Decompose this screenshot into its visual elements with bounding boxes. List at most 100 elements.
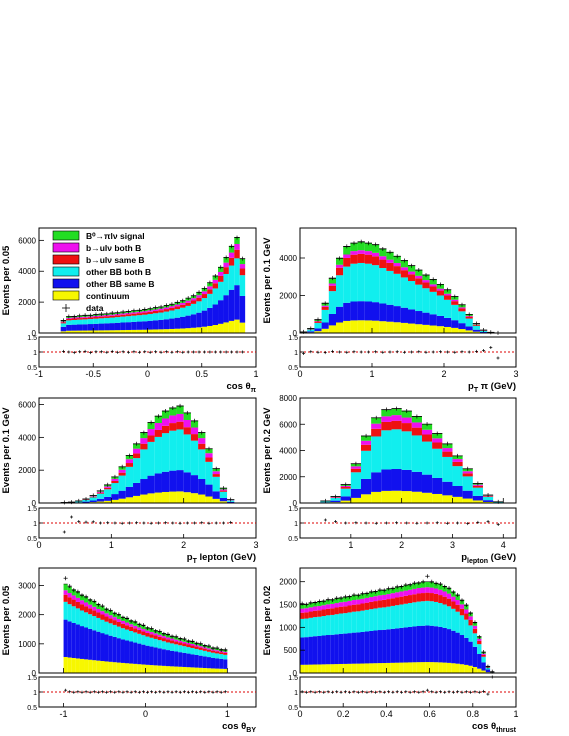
bar-2 [137, 627, 142, 630]
bar-3 [360, 603, 365, 611]
bar-3 [109, 315, 115, 318]
data-points [63, 576, 228, 652]
y-axis-label: Events per 0.1 GeV [1, 407, 12, 494]
bar-5 [482, 500, 494, 502]
bar-6 [459, 664, 465, 673]
bar-4 [360, 610, 365, 632]
bar-5 [452, 485, 463, 497]
bar-4 [178, 645, 183, 653]
bar-5 [111, 494, 119, 500]
y-tick-label: 6000 [18, 401, 36, 410]
bar-3 [395, 597, 400, 606]
bar-1 [408, 265, 416, 272]
bar-5 [79, 626, 85, 659]
bar-5 [210, 657, 216, 669]
bar-3 [350, 468, 361, 473]
bar-6 [67, 657, 72, 673]
bar-3 [104, 487, 112, 490]
bar-2 [108, 615, 113, 619]
bar-3 [198, 443, 206, 450]
bar-3 [442, 596, 447, 605]
y-tick-label: 3000 [18, 582, 36, 591]
bar-4 [411, 435, 422, 472]
bar-4 [350, 263, 358, 302]
bar-5 [343, 633, 348, 664]
bar-6 [391, 490, 402, 503]
bar-5 [425, 625, 430, 663]
legend-label: b→ulν both B [86, 243, 141, 253]
bar-5 [400, 307, 408, 323]
bar-4 [161, 641, 166, 650]
bar-4 [408, 603, 413, 627]
bar-4 [93, 318, 99, 324]
bar-4 [129, 631, 134, 642]
bar-6 [425, 662, 430, 673]
bar-5 [182, 652, 187, 667]
bar-6 [390, 662, 396, 673]
bar-3 [152, 310, 159, 314]
bar-4 [108, 623, 113, 636]
bar-3 [66, 318, 72, 321]
bar-2 [408, 589, 413, 596]
bar-6 [350, 320, 358, 333]
bar-4 [210, 652, 216, 658]
data-points [60, 403, 235, 505]
bar-5 [96, 631, 101, 661]
bar-3 [369, 601, 374, 610]
ratio-y-tick-label: 1.5 [288, 675, 298, 682]
bar-2 [442, 448, 453, 452]
bar-6 [451, 663, 456, 673]
bar-5 [176, 470, 184, 492]
bar-5 [480, 332, 488, 333]
bar-3 [304, 612, 309, 619]
bar-4 [109, 317, 115, 324]
bar-5 [330, 634, 335, 665]
bar-3 [472, 485, 483, 488]
bar-3 [390, 598, 396, 606]
ratio-panel: 0.5 1 1.5 1 2 3 4 [288, 506, 517, 550]
legend-label: other BB̅ same B [86, 279, 155, 289]
bar-5 [455, 632, 460, 664]
bar-5 [472, 646, 478, 667]
ratio-panel: 0.5 1 1.5 -1 0 1 [27, 675, 257, 719]
bar-2 [165, 637, 171, 640]
bar-2 [325, 604, 331, 609]
bar-4 [420, 601, 426, 626]
bar-6 [182, 666, 187, 673]
bar-6 [170, 666, 175, 673]
bar-2 [145, 630, 150, 633]
bar-6 [124, 663, 130, 673]
y-tick-label: 2000 [18, 298, 36, 307]
bar-6 [161, 665, 166, 673]
y-tick-label: 0 [293, 329, 298, 338]
bar-4 [96, 617, 101, 632]
bar-5 [308, 636, 313, 665]
bar-3 [452, 461, 463, 467]
bar-1 [234, 237, 240, 244]
bar-2 [421, 429, 433, 435]
bar-2 [350, 466, 361, 469]
bar-6 [198, 494, 206, 503]
bar-4 [239, 275, 246, 296]
bar-1 [334, 598, 339, 604]
ratio-y-tick-label: 1 [33, 690, 37, 697]
bar-4 [75, 608, 80, 625]
bar-1 [328, 278, 336, 284]
bar-4 [401, 431, 412, 470]
bar-3 [88, 608, 93, 615]
bar-2 [223, 651, 228, 653]
bar-6 [178, 666, 183, 673]
bar-3 [300, 612, 305, 619]
bar-4 [136, 315, 143, 322]
bar-1 [412, 583, 417, 589]
ratio-y-tick-label: 1 [294, 521, 298, 528]
bar-6 [136, 329, 143, 333]
bar-6 [201, 326, 208, 333]
bar-5 [131, 321, 137, 330]
ratio-y-tick-label: 1 [294, 690, 298, 697]
bar-4 [120, 628, 125, 640]
bar-6 [377, 663, 383, 673]
bar-1 [433, 583, 439, 589]
bar-2 [174, 639, 179, 642]
